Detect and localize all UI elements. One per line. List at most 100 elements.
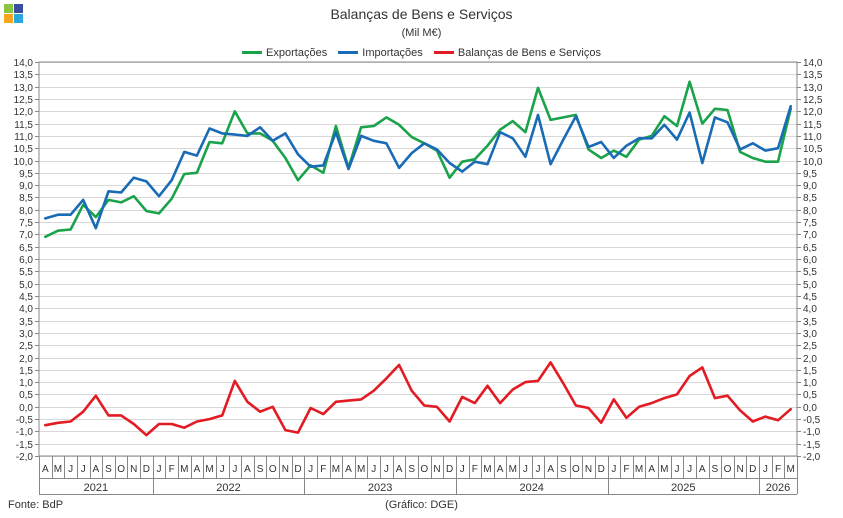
y-tick-label-right: 8,5 bbox=[803, 193, 817, 204]
x-tick-label: J bbox=[81, 464, 86, 475]
x-tick-label: M bbox=[54, 464, 62, 475]
y-tick-label-right: 2,0 bbox=[803, 354, 817, 365]
y-tick-label-right: 0,5 bbox=[803, 390, 817, 401]
x-tick-label: A bbox=[547, 464, 554, 475]
y-tick-label-left: 4,5 bbox=[19, 292, 33, 303]
x-tick-label: J bbox=[232, 464, 237, 475]
x-tick-label: F bbox=[472, 464, 478, 475]
y-tick-label-right: 0,0 bbox=[803, 403, 817, 414]
x-tick-label: J bbox=[674, 464, 679, 475]
series-line-0 bbox=[43, 80, 793, 239]
y-tick-label-left: 1,5 bbox=[19, 366, 33, 377]
x-tick-label: A bbox=[497, 464, 504, 475]
y-tick-label-left: 8,5 bbox=[19, 193, 33, 204]
y-tick-label-left: 8,0 bbox=[19, 206, 33, 217]
logo-square-blue bbox=[14, 4, 23, 13]
y-tick-label-right: -1,0 bbox=[803, 427, 821, 438]
y-tick-label-right: 4,0 bbox=[803, 304, 817, 315]
x-tick-label: M bbox=[635, 464, 643, 475]
x-tick-label: J bbox=[308, 464, 313, 475]
y-tick-label-right: -2,0 bbox=[803, 452, 821, 463]
x-tick-label: M bbox=[483, 464, 491, 475]
x-tick-label: J bbox=[763, 464, 768, 475]
y-tick-label-right: 11,5 bbox=[803, 120, 822, 131]
y-tick-label-right: 8,0 bbox=[803, 206, 817, 217]
y-tick-label-left: 3,0 bbox=[19, 329, 33, 340]
x-tick-label: D bbox=[294, 464, 301, 475]
y-tick-label-left: 13,0 bbox=[14, 83, 34, 94]
y-tick-label-left: 9,0 bbox=[19, 181, 33, 192]
x-tick-label: N bbox=[130, 464, 137, 475]
y-tick-label-right: 7,0 bbox=[803, 230, 817, 241]
logo bbox=[4, 4, 24, 24]
x-tick-label: A bbox=[699, 464, 706, 475]
y-tick-label-right: 2,5 bbox=[803, 341, 817, 352]
x-tick-label: J bbox=[611, 464, 616, 475]
y-tick-label-left: 5,0 bbox=[19, 280, 33, 291]
x-tick-label: J bbox=[371, 464, 376, 475]
y-tick-label-left: 12,5 bbox=[14, 95, 34, 106]
legend-item-importacoes: Importações bbox=[338, 47, 423, 59]
legend-item-exportacoes: Exportações bbox=[242, 47, 327, 59]
chart-legend: Exportações Importações Balanças de Bens… bbox=[0, 47, 843, 59]
x-tick-label: D bbox=[749, 464, 756, 475]
y-tick-label-right: 1,5 bbox=[803, 366, 817, 377]
year-label: 2026 bbox=[766, 482, 790, 494]
x-tick-label: A bbox=[244, 464, 251, 475]
year-label: 2023 bbox=[368, 482, 392, 494]
y-tick-label-right: 13,5 bbox=[803, 70, 823, 81]
x-tick-label: A bbox=[93, 464, 100, 475]
x-tick-label: J bbox=[687, 464, 692, 475]
x-tick-label: O bbox=[420, 464, 428, 475]
y-tick-label-left: 7,0 bbox=[19, 230, 33, 241]
x-tick-label: D bbox=[446, 464, 453, 475]
x-tick-label: N bbox=[433, 464, 440, 475]
x-tick-label: J bbox=[460, 464, 465, 475]
y-tick-label-right: -0,5 bbox=[803, 415, 821, 426]
y-tick-label-left: 12,0 bbox=[14, 107, 34, 118]
y-tick-label-left: 1,0 bbox=[19, 378, 33, 389]
y-tick-label-left: 10,5 bbox=[14, 144, 34, 155]
x-tick-label: N bbox=[737, 464, 744, 475]
x-tick-label: J bbox=[384, 464, 389, 475]
x-tick-label: N bbox=[585, 464, 592, 475]
y-tick-label-left: 0,0 bbox=[19, 403, 33, 414]
x-tick-label: O bbox=[117, 464, 125, 475]
y-tick-label-left: 5,5 bbox=[19, 267, 33, 278]
x-tick-label: D bbox=[143, 464, 150, 475]
y-tick-label-left: -1,5 bbox=[16, 440, 34, 451]
year-label: 2021 bbox=[84, 482, 108, 494]
x-tick-label: J bbox=[523, 464, 528, 475]
x-tick-label: S bbox=[105, 464, 112, 475]
y-tick-label-right: 5,0 bbox=[803, 280, 817, 291]
year-label: 2024 bbox=[519, 482, 543, 494]
y-tick-label-left: 0,5 bbox=[19, 390, 33, 401]
x-tick-label: A bbox=[396, 464, 403, 475]
series-lines bbox=[43, 80, 793, 437]
year-label: 2025 bbox=[671, 482, 695, 494]
x-tick-label: F bbox=[775, 464, 781, 475]
x-tick-label: M bbox=[357, 464, 365, 475]
y-tick-label-right: 13,0 bbox=[803, 83, 823, 94]
y-tick-label-right: 12,0 bbox=[803, 107, 823, 118]
x-tick-label: S bbox=[560, 464, 567, 475]
y-tick-label-right: 11,0 bbox=[803, 132, 822, 143]
y-tick-label-left: -2,0 bbox=[16, 452, 34, 463]
y-tick-label-right: 3,0 bbox=[803, 329, 817, 340]
y-tick-label-right: 3,5 bbox=[803, 317, 817, 328]
y-tick-label-right: 10,5 bbox=[803, 144, 823, 155]
y-tick-label-right: 5,5 bbox=[803, 267, 817, 278]
y-tick-label-right: 9,0 bbox=[803, 181, 817, 192]
x-tick-label: S bbox=[712, 464, 719, 475]
x-tick-label: O bbox=[269, 464, 277, 475]
y-tick-label-left: 14,0 bbox=[14, 58, 34, 69]
legend-label-balanca: Balanças de Bens e Serviços bbox=[457, 47, 601, 59]
y-tick-label-right: 7,5 bbox=[803, 218, 817, 229]
legend-swatch-exportacoes bbox=[242, 50, 263, 54]
x-tick-label: A bbox=[345, 464, 352, 475]
chart-subtitle: (Mil M€) bbox=[401, 27, 442, 39]
x-tick-label: M bbox=[787, 464, 795, 475]
x-tick-label: M bbox=[660, 464, 668, 475]
y-tick-label-right: 9,5 bbox=[803, 169, 817, 180]
